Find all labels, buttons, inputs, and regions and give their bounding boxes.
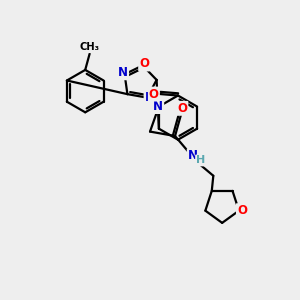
Text: N: N [153,100,163,113]
Text: CH₃: CH₃ [80,42,100,52]
Text: N: N [145,91,154,104]
Text: O: O [237,204,247,217]
Text: O: O [149,88,159,100]
Text: N: N [188,149,198,162]
Text: O: O [177,102,188,115]
Text: O: O [139,58,149,70]
Text: N: N [118,66,128,79]
Text: H: H [196,155,205,166]
